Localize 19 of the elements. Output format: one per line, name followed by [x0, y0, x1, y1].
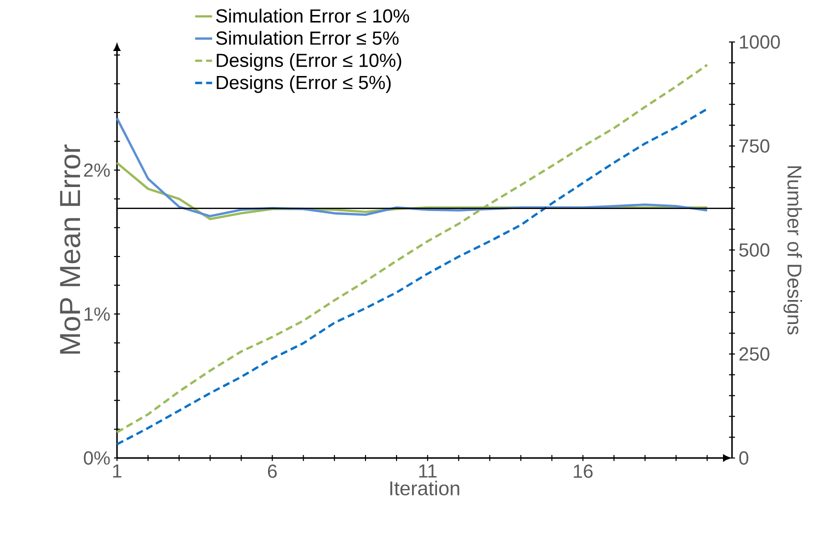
x-tick-label: 6	[268, 464, 277, 478]
y-tick-label: 2%	[84, 163, 110, 177]
legend-label: Designs (Error ≤ 5%)	[216, 75, 391, 93]
y-axis-title: MoP Mean Error	[60, 144, 80, 354]
y2-tick-label: 1000	[740, 35, 780, 49]
legend-label: Simulation Error ≤ 5%	[216, 30, 399, 45]
x-tick-label: 11	[419, 464, 437, 478]
y2-tick-label: 0	[739, 451, 748, 465]
y2-axis-title: Number of Designs	[783, 166, 802, 334]
x-tick-label: 16	[574, 464, 593, 478]
y2-tick-label: 250	[739, 347, 770, 361]
legend-label: Designs (Error ≤ 10%)	[216, 53, 402, 71]
y-tick-label: 1%	[84, 307, 110, 321]
y-tick-label: 0%	[84, 451, 110, 465]
y2-tick-label: 500	[739, 243, 770, 257]
x-tick-label: 1	[113, 464, 122, 478]
x-axis-title: Iteration	[390, 480, 460, 496]
y2-tick-label: 750	[740, 139, 770, 153]
legend-label: Simulation Error ≤ 10%	[216, 8, 410, 23]
